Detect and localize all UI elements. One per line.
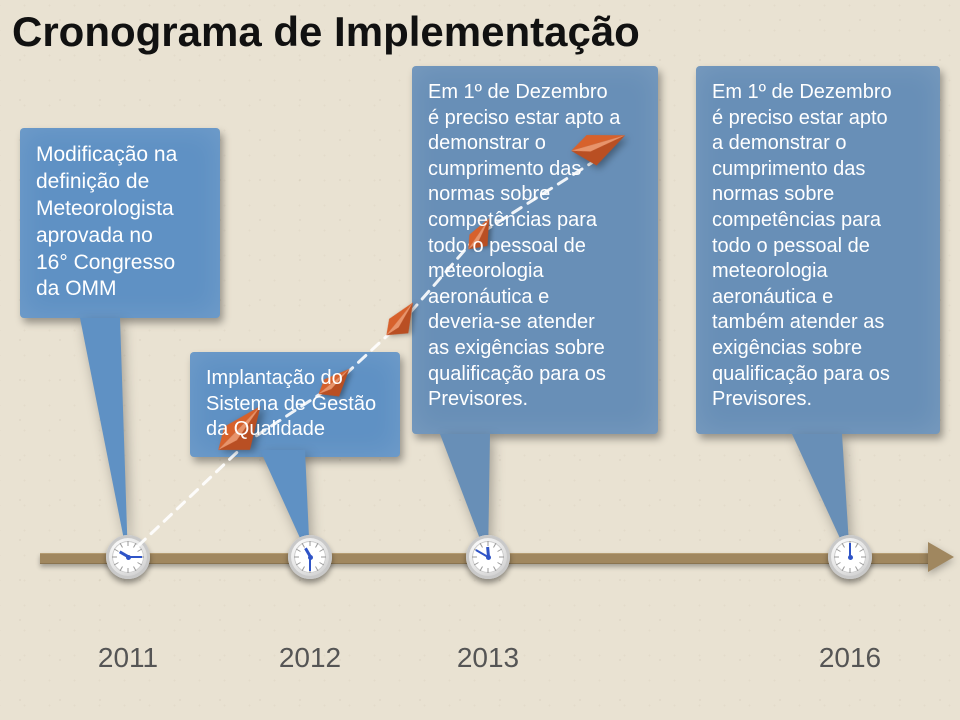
clock-icon [288, 535, 332, 579]
callout-bubble: Em 1º de Dezembro é preciso estar apto a… [412, 66, 658, 434]
callout-tail [78, 316, 130, 562]
callout-text: Em 1º de Dezembro é preciso estar apto a… [696, 66, 940, 427]
callout-text: Em 1º de Dezembro é preciso estar apto a… [412, 66, 658, 427]
year-label: 2011 [78, 642, 178, 674]
callout-bubble: Em 1º de Dezembro é preciso estar apto a… [696, 66, 940, 434]
callout-bubble: Implantação do Sistema de Gestão da Qual… [190, 352, 400, 457]
page-title: Cronograma de Implementação [12, 8, 640, 56]
year-label: 2012 [260, 642, 360, 674]
callout-text: Implantação do Sistema de Gestão da Qual… [190, 352, 400, 457]
year-label: 2016 [800, 642, 900, 674]
callout-text: Modificação na definição de Meteorologis… [20, 128, 220, 317]
slide-stage: Cronograma de Implementação Modificação n… [0, 0, 960, 720]
clock-icon [828, 535, 872, 579]
year-label: 2013 [438, 642, 538, 674]
timeline-arrowhead [928, 542, 954, 572]
clock-icon [466, 535, 510, 579]
clock-icon [106, 535, 150, 579]
callout-bubble: Modificação na definição de Meteorologis… [20, 128, 220, 318]
